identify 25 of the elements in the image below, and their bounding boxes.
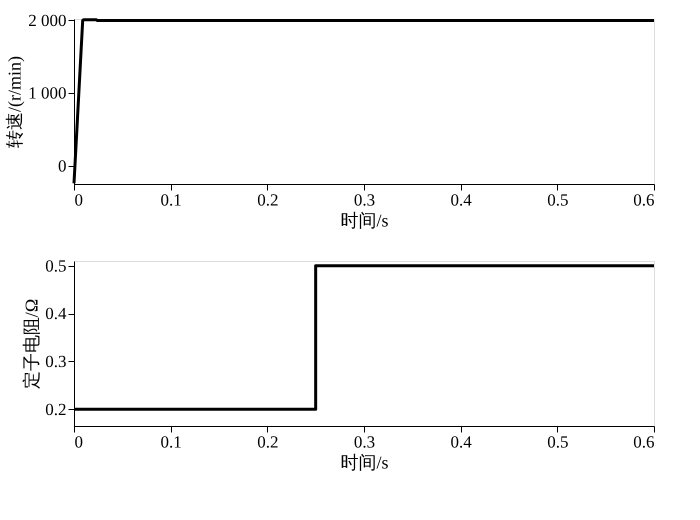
x-tick-label: 0 bbox=[74, 432, 83, 452]
x-tick-label: 0.1 bbox=[160, 432, 182, 452]
x-tick-label: 0.4 bbox=[450, 190, 472, 210]
x-tick-label: 0 bbox=[74, 190, 83, 210]
y-axis-title: 转速/(r/min) bbox=[4, 56, 24, 148]
y-tick-label: 0.2 bbox=[45, 400, 66, 419]
y-axis-title: 定子电阻/Ω bbox=[21, 298, 42, 390]
x-axis-title: 时间/s bbox=[340, 452, 389, 472]
x-tick-label: 0.6 bbox=[633, 432, 654, 452]
y-tick-label: 0 bbox=[58, 156, 66, 176]
y-tick-label: 2 000 bbox=[28, 10, 66, 30]
x-tick-label: 0.6 bbox=[633, 190, 654, 210]
y-tick-label: 1 000 bbox=[28, 84, 66, 103]
y-tick-label: 0.3 bbox=[45, 352, 66, 371]
y-tick-label: 0.5 bbox=[45, 256, 66, 276]
x-tick-label: 0.2 bbox=[257, 432, 278, 452]
x-tick-label: 0.3 bbox=[354, 432, 376, 452]
x-tick-label: 0.3 bbox=[354, 190, 376, 210]
x-tick-label: 0.4 bbox=[450, 432, 472, 452]
x-tick-label: 0.5 bbox=[547, 190, 568, 210]
x-tick-label: 0.5 bbox=[547, 432, 568, 452]
x-tick-label: 0.2 bbox=[257, 190, 278, 210]
x-axis-title: 时间/s bbox=[340, 210, 389, 230]
x-tick-label: 0.1 bbox=[160, 190, 182, 210]
y-tick-label: 0.4 bbox=[45, 304, 67, 324]
